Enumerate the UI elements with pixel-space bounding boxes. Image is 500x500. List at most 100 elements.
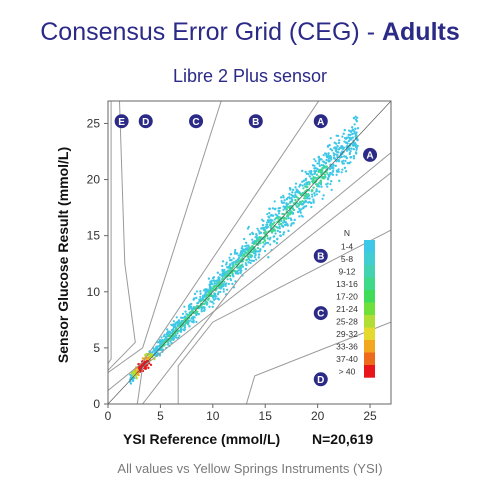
scatter-point xyxy=(282,212,285,216)
scatter-point xyxy=(233,252,236,255)
scatter-point xyxy=(326,145,330,148)
scatter-point xyxy=(196,301,200,305)
scatter-point xyxy=(267,219,270,222)
legend-entry-label: 21-24 xyxy=(336,304,358,314)
scatter-point xyxy=(200,305,203,308)
scatter-point xyxy=(149,363,153,366)
legend-entry-label: 37-40 xyxy=(336,354,358,364)
zone-boundary-line xyxy=(108,101,112,364)
scatter-point xyxy=(355,148,358,151)
scatter-point xyxy=(329,137,332,140)
chart-title-main: Consensus Error Grid (CEG) - xyxy=(40,18,382,46)
zone-marker-label: D xyxy=(142,117,149,128)
scatter-point xyxy=(335,134,338,137)
scatter-point xyxy=(185,313,188,316)
scatter-point xyxy=(276,214,279,217)
scatter-point xyxy=(301,169,304,172)
scatter-point xyxy=(332,166,335,170)
zone-boundary-line xyxy=(177,229,391,404)
scatter-point xyxy=(283,206,287,209)
scatter-point xyxy=(270,221,273,224)
scatter-point xyxy=(229,277,232,280)
scatter-point xyxy=(184,318,187,321)
scatter-point xyxy=(285,217,288,220)
scatter-point xyxy=(275,217,278,220)
scatter-point xyxy=(252,250,255,253)
scatter-point xyxy=(317,175,320,178)
scatter-point xyxy=(348,148,351,151)
scatter-point xyxy=(234,251,237,254)
scatter-point xyxy=(160,336,163,339)
scatter-point xyxy=(239,271,242,274)
scatter-point xyxy=(335,173,338,176)
x-tick-label: 0 xyxy=(105,409,112,423)
zone-marker-circle xyxy=(313,372,328,387)
scatter-point xyxy=(209,289,212,292)
scatter-point xyxy=(130,374,133,377)
scatter-point xyxy=(315,183,318,186)
scatter-point xyxy=(252,259,255,262)
scatter-point xyxy=(258,238,261,241)
scatter-point xyxy=(255,250,258,253)
scatter-point xyxy=(213,298,216,301)
scatter-point xyxy=(312,186,315,189)
zone-marker-label: B xyxy=(252,117,259,128)
footer-note: All values vs Yellow Springs Instruments… xyxy=(117,461,383,476)
scatter-point xyxy=(257,256,260,259)
zone-marker-label: B xyxy=(317,251,324,262)
scatter-point xyxy=(278,225,281,228)
legend-swatch xyxy=(364,315,375,328)
scatter-point xyxy=(322,154,325,157)
scatter-point xyxy=(320,185,323,188)
scatter-point xyxy=(237,260,240,263)
scatter-point xyxy=(280,199,283,203)
scatter-point xyxy=(164,337,167,340)
scatter-point xyxy=(268,216,271,219)
scatter-point xyxy=(344,159,347,163)
scatter-point xyxy=(336,145,339,148)
zone-boundary-line xyxy=(108,101,222,374)
scatter-point xyxy=(205,300,208,304)
scatter-point xyxy=(285,205,288,208)
scatter-point xyxy=(263,239,267,242)
scatter-point xyxy=(207,277,210,280)
scatter-point xyxy=(329,167,332,170)
scatter-point xyxy=(240,247,243,250)
scatter-point xyxy=(307,194,311,197)
scatter-point xyxy=(265,231,268,234)
scatter-point xyxy=(217,279,220,282)
scatter-point xyxy=(333,141,336,144)
scatter-point xyxy=(292,221,295,225)
scatter-point xyxy=(285,198,288,201)
scatter-point xyxy=(225,261,228,264)
legend-swatch xyxy=(364,327,375,341)
scatter-point xyxy=(231,282,234,285)
scatter-point xyxy=(183,326,186,329)
scatter-point xyxy=(308,175,311,178)
scatter-point xyxy=(330,180,333,183)
scatter-point xyxy=(353,130,356,133)
scatter-point xyxy=(288,192,291,195)
scatter-point xyxy=(177,322,180,325)
scatter-point xyxy=(284,223,287,227)
scatter-point xyxy=(254,240,257,243)
scatter-point xyxy=(197,313,200,316)
scatter-point xyxy=(288,205,291,208)
scatter-point xyxy=(327,160,330,163)
zone-marker-circle xyxy=(313,114,328,129)
zone-marker-d: D xyxy=(138,114,153,129)
scatter-point xyxy=(280,219,283,222)
scatter-point xyxy=(262,245,265,248)
scatter-point xyxy=(354,127,357,130)
scatter-point xyxy=(217,276,220,279)
scatter-point xyxy=(347,139,350,142)
scatter-point xyxy=(271,230,274,233)
scatter-point xyxy=(320,158,323,161)
legend-entry-label: 5-8 xyxy=(341,254,354,264)
scatter-point xyxy=(229,264,232,267)
scatter-point xyxy=(223,280,226,283)
scatter-point xyxy=(278,223,281,226)
scatter-point xyxy=(254,254,257,257)
scatter-point xyxy=(273,225,276,228)
zone-marker-label: E xyxy=(118,117,125,128)
